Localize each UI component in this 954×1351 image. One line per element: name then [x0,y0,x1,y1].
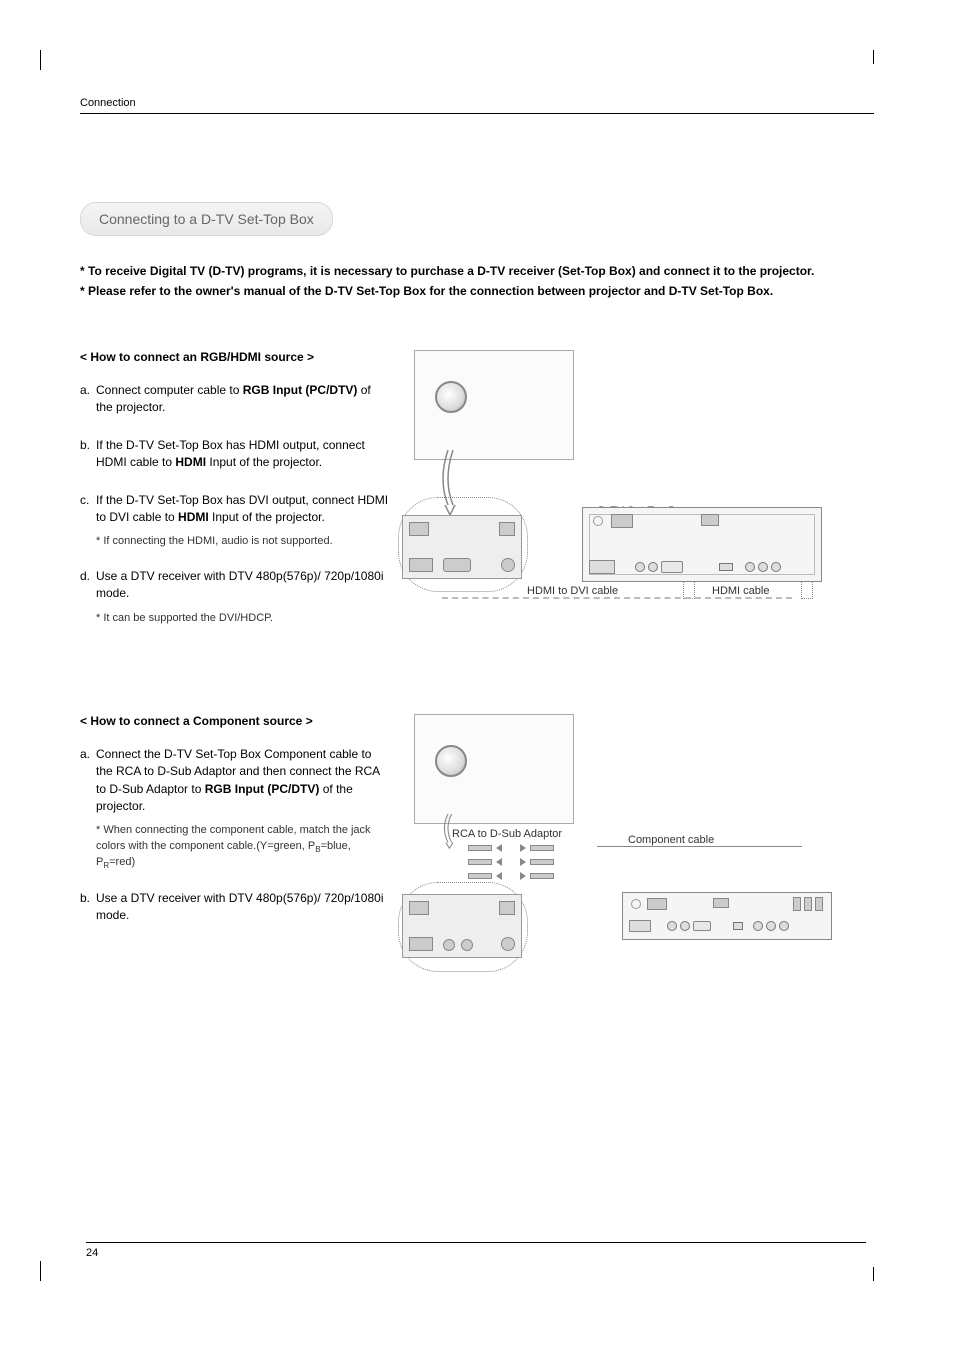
hdmi-label: HDMI cable [712,585,769,597]
step-b: b. If the D-TV Set-Top Box has HDMI outp… [80,437,390,472]
block2-heading: < How to connect a Component source > [80,714,390,728]
block1-diagram: <D-TV Set-Top Box> [402,350,874,644]
step-b-suffix: Input of the projector. [206,455,322,469]
section-title-pill: Connecting to a D-TV Set-Top Box [80,202,333,236]
step-d-note: * It can be supported the DVI/HDCP. [96,611,390,626]
projector-lens-icon [435,381,467,413]
step-a-bold: RGB Input (PC/DTV) [243,383,358,397]
step2-b: b. Use a DTV receiver with DTV 480p(576p… [80,890,390,925]
step2-a-note: * When connecting the component cable, m… [96,823,390,871]
step-d: d. Use a DTV receiver with DTV 480p(576p… [80,568,390,603]
rgb-hdmi-block: < How to connect an RGB/HDMI source > a.… [80,350,874,644]
header-section-label: Connection [80,97,874,114]
step2-b-body: Use a DTV receiver with DTV 480p(576p)/ … [96,890,390,925]
hdmi-dvi-label: HDMI to DVI cable [527,585,618,597]
projector-lens-icon-2 [435,745,467,777]
step-c-note: * If connecting the HDMI, audio is not s… [96,534,390,549]
rca-cable-diagram [468,844,588,886]
note-2: * Please refer to the owner's manual of … [80,282,874,300]
projector-box-2 [414,714,574,824]
block1-heading: < How to connect an RGB/HDMI source > [80,350,390,364]
projector-port-panel [402,515,522,579]
step2-a: a. Connect the D-TV Set-Top Box Componen… [80,746,390,816]
step-c-suffix: Input of the projector. [209,510,325,524]
note-1: * To receive Digital TV (D-TV) programs,… [80,262,874,280]
rca-adaptor-label: RCA to D-Sub Adaptor [452,828,562,840]
step-b-bold: HDMI [175,455,206,469]
projector-box [414,350,574,460]
step-d-body: Use a DTV receiver with DTV 480p(576p)/ … [96,568,390,603]
component-block: < How to connect a Component source > a.… [80,714,874,958]
settop-box-2 [622,892,832,940]
page-number: 24 [86,1242,866,1259]
step2-a-bold: RGB Input (PC/DTV) [205,782,320,796]
block2-diagram: RCA to D-Sub Adaptor Component cable [402,714,874,958]
settop-box [582,507,822,582]
notes-block: * To receive Digital TV (D-TV) programs,… [80,262,874,300]
step-c-bold: HDMI [178,510,209,524]
step-a-prefix: Connect computer cable to [96,383,243,397]
step-a: a. Connect computer cable to RGB Input (… [80,382,390,417]
component-cable-label: Component cable [628,834,714,846]
projector-port-panel-2 [402,894,522,958]
step-c: c. If the D-TV Set-Top Box has DVI outpu… [80,492,390,527]
